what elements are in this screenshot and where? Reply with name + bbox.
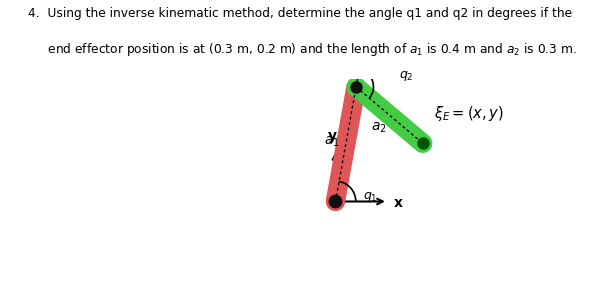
Text: 4.  Using the inverse kinematic method, determine the angle q1 and q2 in degrees: 4. Using the inverse kinematic method, d… [28,7,572,20]
Text: $a_2$: $a_2$ [371,120,387,134]
Text: y: y [328,129,337,143]
Text: $a_1$: $a_1$ [324,134,340,149]
Text: $\xi_E = (x, y)$: $\xi_E = (x, y)$ [434,104,504,123]
Text: x: x [394,196,403,210]
Text: end effector position is at (0.3 m, 0.2 m) and the length of $a_1$ is 0.4 m and : end effector position is at (0.3 m, 0.2 … [28,41,577,58]
Text: $q_1$: $q_1$ [363,190,378,204]
Text: $q_2$: $q_2$ [398,69,413,83]
